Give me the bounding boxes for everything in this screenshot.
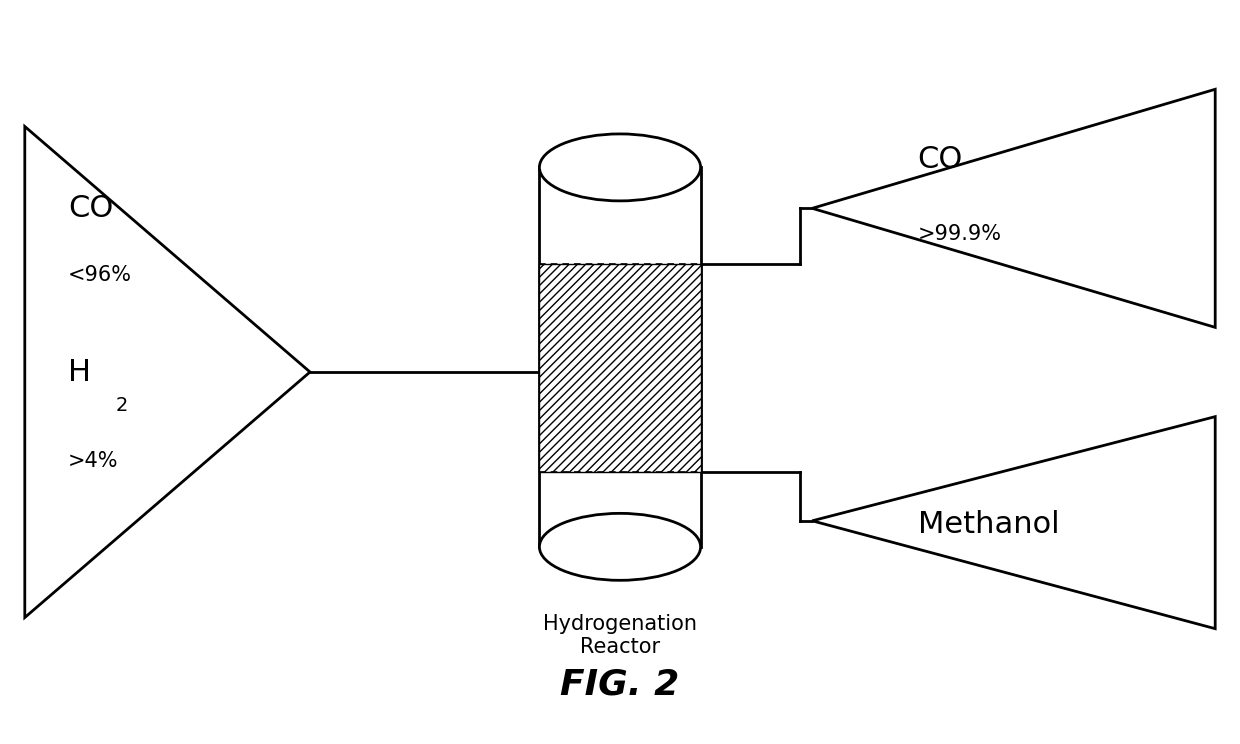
Text: Hydrogenation
Reactor: Hydrogenation Reactor xyxy=(543,614,697,657)
Bar xyxy=(539,264,701,472)
Text: CO: CO xyxy=(68,194,114,222)
Text: FIG. 2: FIG. 2 xyxy=(560,667,680,702)
Polygon shape xyxy=(25,126,310,618)
Text: >99.9%: >99.9% xyxy=(918,225,1002,244)
Polygon shape xyxy=(812,417,1215,629)
Bar xyxy=(539,167,701,547)
Ellipse shape xyxy=(539,513,701,580)
Text: >4%: >4% xyxy=(68,452,119,471)
Text: H: H xyxy=(68,358,92,386)
Text: CO: CO xyxy=(918,146,963,174)
Text: Methanol: Methanol xyxy=(918,510,1059,539)
Text: 2: 2 xyxy=(115,396,128,415)
Ellipse shape xyxy=(539,134,701,201)
Polygon shape xyxy=(812,89,1215,327)
Text: <96%: <96% xyxy=(68,266,133,285)
